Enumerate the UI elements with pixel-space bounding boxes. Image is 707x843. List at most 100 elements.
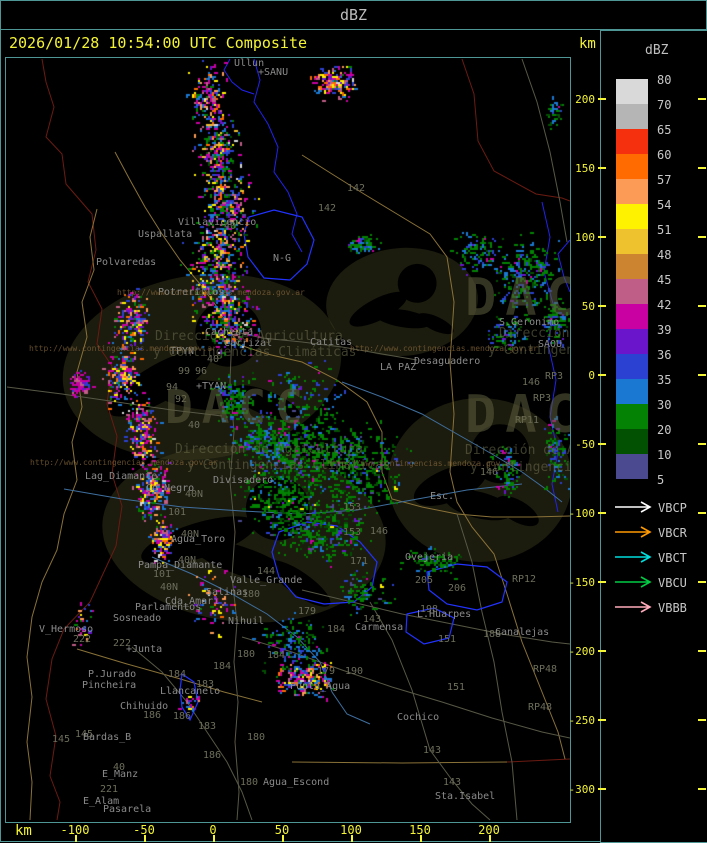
right-axis-tick bbox=[698, 236, 706, 238]
right-axis-tick bbox=[598, 650, 606, 652]
vector-arrow-icon bbox=[615, 576, 652, 588]
vector-legend-label: VBCT bbox=[658, 551, 687, 565]
right-axis-tick-label: -150 bbox=[568, 576, 596, 589]
place-label: SAOU bbox=[538, 339, 563, 350]
place-label: V_Hermoso bbox=[39, 624, 94, 635]
vector-legend-row: VBBB bbox=[601, 599, 707, 619]
right-axis-tick bbox=[598, 512, 606, 514]
legend-dbz-value: 5 bbox=[657, 473, 665, 487]
url-watermark: http://www.contingencias.mendoza.gov.ar bbox=[350, 344, 538, 353]
legend-dbz-value: 20 bbox=[657, 423, 672, 437]
road-label: 99 bbox=[178, 366, 191, 377]
legend-color-swatch bbox=[616, 229, 648, 254]
road-label: 40N bbox=[160, 582, 179, 593]
road-label: 190 bbox=[345, 666, 364, 677]
place-label: Pincheira bbox=[82, 680, 137, 691]
legend-dbz-value: 65 bbox=[657, 123, 672, 137]
road-label: 184 bbox=[168, 669, 187, 680]
place-label: Chihuido bbox=[120, 701, 169, 712]
right-axis-tick bbox=[598, 236, 606, 238]
place-label: Desaguadero bbox=[414, 356, 481, 367]
road-label: RP3 bbox=[533, 393, 552, 404]
url-watermark: http://www.contingencias.mendoza.gov.ar bbox=[29, 344, 217, 353]
road-label: 180 bbox=[242, 589, 261, 600]
place-label: E_Manz bbox=[102, 769, 139, 780]
road-label: 180 bbox=[247, 732, 266, 743]
vector-arrow-icon bbox=[615, 551, 652, 563]
page-title: dBZ bbox=[339, 6, 368, 24]
radar-echo-canvas bbox=[6, 58, 570, 822]
legend-color-swatch bbox=[616, 354, 648, 379]
bottom-axis-tick-label: 0 bbox=[209, 823, 217, 837]
place-label: L.Huarpes bbox=[417, 609, 472, 620]
place-label: TPYN bbox=[170, 346, 195, 357]
dacc-caption-watermark: Dirección de Agricultura bbox=[155, 329, 343, 344]
vector-legend-label: VBBB bbox=[658, 601, 687, 615]
vector-legend-row: VBCU bbox=[601, 574, 707, 594]
place-label: Pasarela bbox=[103, 804, 152, 815]
legend-dbz-value: 70 bbox=[657, 98, 672, 112]
dacc-caption-watermark: y Contingencias Climáticas bbox=[187, 458, 391, 473]
road-label: 146 bbox=[480, 467, 499, 478]
right-axis-tick-label: 50 bbox=[581, 300, 595, 313]
road-label: 171 bbox=[350, 556, 369, 567]
vector-arrow-icon bbox=[615, 501, 652, 513]
legend-dbz-value: 30 bbox=[657, 398, 672, 412]
bottom-axis-tick-label: 200 bbox=[478, 823, 500, 837]
place-label: Canalejas bbox=[495, 627, 550, 638]
legend-color-swatch bbox=[616, 404, 648, 429]
road-label: 143 bbox=[363, 614, 382, 625]
road-label: 40 bbox=[188, 420, 201, 431]
road-label: 186 bbox=[203, 750, 222, 761]
radar-map-viewport[interactable]: Ullun +SANU 142 142 Villavicencio 40 Uspallata… bbox=[5, 57, 571, 823]
road-label: RP48 bbox=[533, 664, 558, 675]
right-axis-tick bbox=[598, 98, 606, 100]
road-label: 221 bbox=[100, 784, 119, 795]
distance-unit-label: km bbox=[579, 36, 596, 52]
vector-legend-row: VBCP bbox=[601, 499, 707, 519]
road-label: 40N bbox=[178, 555, 197, 566]
legend-dbz-value: 36 bbox=[657, 348, 672, 362]
right-axis-tick bbox=[698, 512, 706, 514]
place-label: P.Jurado bbox=[88, 669, 137, 680]
road-label: 145 bbox=[75, 729, 94, 740]
place-label: Valle_Grande bbox=[230, 575, 303, 586]
title-bar: dBZ bbox=[1, 1, 706, 30]
dacc-brand-watermark: DACC bbox=[465, 385, 570, 445]
legend-color-swatch bbox=[616, 254, 648, 279]
place-label: Sta.Isabel bbox=[435, 791, 496, 802]
right-axis-tick-label: -200 bbox=[568, 645, 596, 658]
legend-color-swatch bbox=[616, 104, 648, 129]
vector-legend-label: VBCU bbox=[658, 576, 687, 590]
place-label: Catitas bbox=[310, 337, 353, 348]
legend-dbz-value: 42 bbox=[657, 298, 672, 312]
place-label: Agua_Toro bbox=[171, 534, 226, 545]
right-axis-tick bbox=[698, 788, 706, 790]
right-axis-tick bbox=[698, 374, 706, 376]
place-label: Divisadero bbox=[213, 475, 274, 486]
right-axis-tick-label: -100 bbox=[568, 507, 596, 520]
right-axis-tick bbox=[598, 443, 606, 445]
road-label: 183 bbox=[196, 679, 215, 690]
right-axis-tick-label: 0 bbox=[588, 369, 595, 382]
legend-dbz-value: 80 bbox=[657, 73, 672, 87]
road-label: 179 bbox=[298, 606, 317, 617]
right-axis-tick bbox=[598, 374, 606, 376]
place-label: N-G bbox=[273, 253, 292, 264]
road-label: 198 bbox=[420, 604, 439, 615]
right-axis-tick bbox=[698, 98, 706, 100]
bottom-axis-tick bbox=[351, 835, 353, 842]
right-axis-tick bbox=[598, 719, 606, 721]
road-label: 101 bbox=[168, 507, 187, 518]
legend-dbz-value: 10 bbox=[657, 448, 672, 462]
dacc-brand-watermark: DACC bbox=[465, 268, 570, 328]
legend-dbz-value: 39 bbox=[657, 323, 672, 337]
bottom-axis-tick bbox=[420, 835, 422, 842]
right-axis-tick bbox=[698, 305, 706, 307]
dacc-caption-watermark: y Contingencias Climáticas bbox=[470, 460, 571, 475]
place-label: Polvaredas bbox=[96, 257, 157, 268]
road-label: 151 bbox=[447, 682, 466, 693]
place-label: +Junta bbox=[126, 644, 163, 655]
road-label: RP12 bbox=[512, 574, 537, 585]
vector-legend-row: VBCT bbox=[601, 549, 707, 569]
